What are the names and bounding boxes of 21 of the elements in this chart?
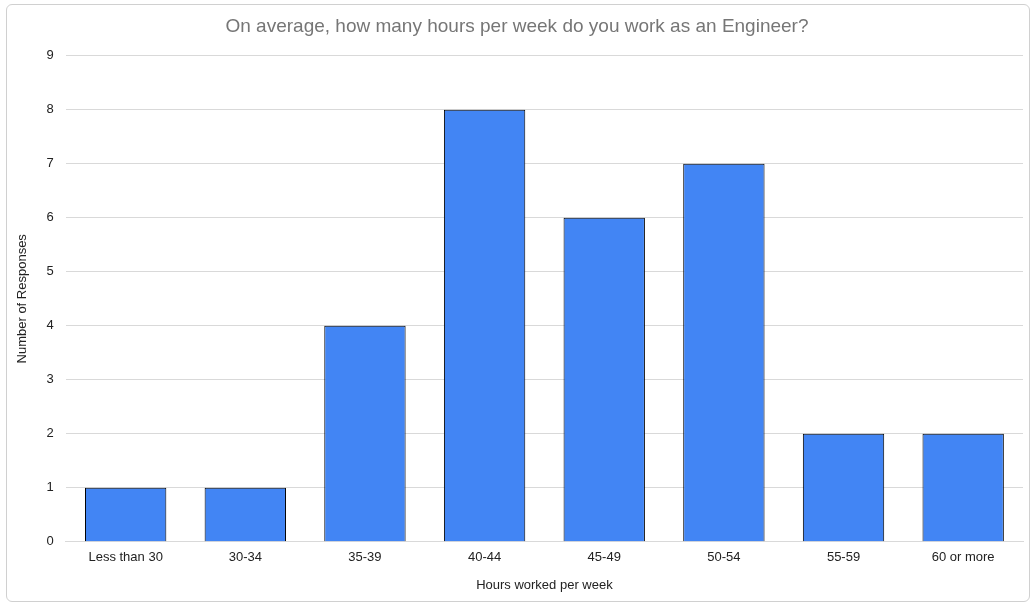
y-tick-label: 4 bbox=[46, 317, 54, 333]
x-tick-label: Less than 30 bbox=[88, 549, 163, 565]
chart-title: On average, how many hours per week do you work as an Engineer? bbox=[225, 14, 809, 36]
x-tick-label: 30-34 bbox=[228, 549, 262, 565]
x-tick-label: 55-59 bbox=[826, 549, 861, 565]
y-tick-label: 0 bbox=[46, 533, 54, 549]
y-tick-label: 3 bbox=[46, 371, 54, 387]
y-tick-label: 7 bbox=[46, 155, 54, 171]
x-tick-label: 35-39 bbox=[348, 549, 382, 565]
y-tick-label: 9 bbox=[46, 47, 54, 63]
y-tick-label: 2 bbox=[46, 425, 54, 441]
x-tick-label: 45-49 bbox=[587, 549, 621, 565]
y-tick-label: 8 bbox=[46, 101, 54, 117]
y-tick-label: 5 bbox=[46, 263, 54, 279]
x-tick-label: 40-44 bbox=[467, 549, 502, 565]
x-tick-label: 50-54 bbox=[707, 549, 741, 565]
y-axis-title: Number of Responses bbox=[14, 233, 30, 364]
y-tick-label: 1 bbox=[46, 479, 54, 495]
x-tick-label: 60 or more bbox=[931, 549, 995, 565]
y-tick-label: 6 bbox=[46, 209, 54, 225]
x-axis-title: Hours worked per week bbox=[476, 576, 614, 592]
